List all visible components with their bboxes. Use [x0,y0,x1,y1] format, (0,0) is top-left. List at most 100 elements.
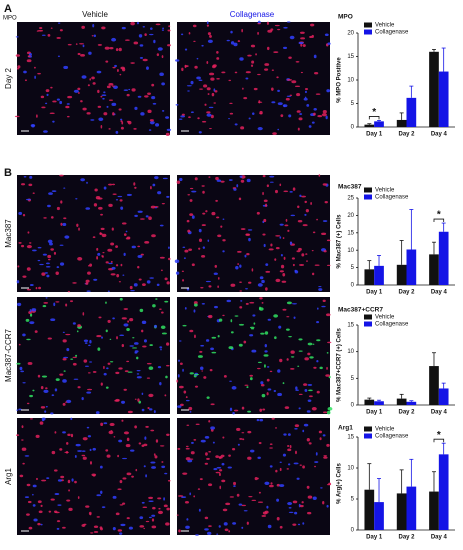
cell [302,465,305,469]
cell [115,371,120,375]
cell [37,72,41,75]
cell [98,316,102,319]
cell [77,450,83,452]
cell [33,518,38,522]
cell [247,456,252,460]
x-tick-label: Day 1 [366,410,383,416]
bar [364,489,375,530]
cell [272,132,277,135]
y-axis-label: % MPO Positive [337,57,343,103]
cell [108,183,113,186]
cell [91,35,94,37]
cell [95,411,100,415]
cell [179,403,184,407]
cell [156,283,160,287]
cell [86,112,91,115]
cell [139,44,144,47]
cell [115,48,119,52]
cell [246,386,249,389]
cell [118,439,123,443]
cell [96,256,99,260]
cell [103,365,105,370]
cell [125,237,131,240]
cell [132,347,137,349]
row-label: Mac387-CCR7 [4,328,13,381]
cell [239,264,242,268]
cell [307,495,313,499]
cell [271,69,274,72]
cell [141,320,147,325]
row-label: Mac387 [4,219,13,248]
cell [201,120,207,123]
legend-swatch [364,314,372,320]
cell [313,112,316,116]
cell [256,211,260,215]
stain-label: MPO [3,16,17,22]
cell [100,227,105,231]
cell [39,421,44,425]
cell [103,112,108,116]
cell [229,102,233,105]
row-label: Arg1 [4,468,13,485]
cell [66,441,69,445]
cell [138,278,142,281]
cell [66,399,72,404]
cell [24,455,30,457]
chart-title: MPO [338,14,353,21]
cell [85,207,91,210]
cell [90,119,95,121]
cell [150,205,156,209]
cell [274,24,280,27]
cell [201,224,206,227]
cell [86,181,88,184]
cell [149,277,154,279]
cell [87,271,91,275]
cell [140,112,145,116]
cell [304,96,307,99]
cell [121,121,124,125]
cell [141,283,146,287]
cell [155,439,159,443]
cell [161,311,164,314]
cell [279,461,282,463]
cell [188,248,193,252]
cell [271,101,276,104]
cell [303,97,308,101]
cell [37,29,44,32]
cell [24,79,27,82]
cell [123,252,126,256]
cell [99,526,103,529]
panel-label: B [4,167,12,179]
cell [14,115,20,118]
y-tick-label: 25 [347,196,354,202]
cell [46,274,50,278]
cell [22,333,26,337]
cell [269,370,273,373]
cell [280,264,285,269]
cell [114,399,120,402]
cell [41,272,46,276]
cell [66,499,71,502]
cell [80,178,85,182]
cell [216,78,220,80]
cell [245,71,251,74]
cell [266,392,269,396]
cell [303,383,308,386]
cell [189,410,192,413]
cell [151,466,156,469]
cell [226,39,230,42]
cell [286,468,289,470]
cell [287,229,290,232]
cell [276,483,280,487]
cell [190,458,194,460]
cell [306,260,308,262]
cell [135,468,138,472]
cell [144,436,147,440]
cell [147,109,152,114]
cell [299,504,304,508]
cell [288,114,292,118]
cell [132,337,135,339]
cell [245,302,249,305]
cell [199,478,203,481]
cell [243,340,247,344]
